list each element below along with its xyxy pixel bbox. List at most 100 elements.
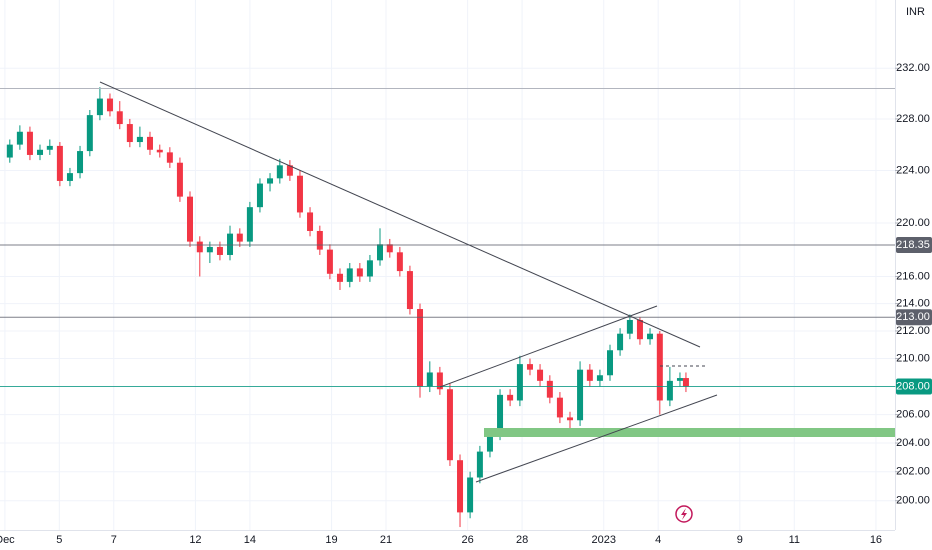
candle-body (457, 460, 464, 513)
candle-body (446, 389, 453, 461)
x-tick-label: 14 (244, 534, 256, 546)
candle-body (682, 378, 689, 387)
candle-body (607, 350, 614, 376)
candle-body (486, 434, 493, 452)
y-tick-label: 204.00 (896, 437, 930, 449)
x-tick-label: 4 (655, 534, 661, 546)
price-label-box (896, 378, 932, 395)
channel-upper (439, 305, 658, 388)
candle-body (656, 333, 663, 401)
candle-body (56, 145, 63, 181)
candle-body (386, 244, 393, 253)
candle-body (406, 271, 413, 310)
candle-body (396, 252, 403, 272)
candle-body (6, 144, 13, 158)
x-tick-label: Dec (0, 534, 15, 546)
candle-body (566, 417, 573, 421)
plot (0, 87, 895, 528)
y-tick-label: 200.00 (896, 495, 930, 507)
candle-body (66, 173, 73, 181)
y-tick-label: 228.00 (896, 113, 930, 125)
y-tick-label: 232.00 (896, 62, 930, 74)
candle-body (156, 149, 163, 153)
candle-body (586, 369, 593, 381)
candle-body (507, 394, 514, 401)
axis: 200.00 202.00 204.00 206.00 208.00 210.00 212.… (0, 62, 932, 546)
event-icon[interactable] (675, 505, 693, 523)
x-tick-label: 2023 (592, 534, 616, 546)
y-tick-label: 214.00 (896, 297, 930, 309)
price-label: 213.00 (896, 311, 930, 323)
channel-lower (475, 394, 718, 483)
x-tick-label: 9 (737, 534, 743, 546)
grid (0, 0, 895, 530)
candle-body (96, 98, 103, 116)
candle-body (186, 196, 193, 242)
candle-body (37, 149, 44, 155)
x-tick-label: 12 (189, 534, 201, 546)
x-tick-label: 19 (325, 534, 337, 546)
candle-body (376, 244, 383, 261)
candle-body (497, 394, 504, 435)
candle-body (246, 207, 253, 242)
y-tick-label: 210.00 (896, 352, 930, 364)
candle-body (26, 131, 33, 155)
candle-body (136, 136, 143, 143)
candle-body (46, 145, 53, 150)
candle-body (617, 333, 624, 351)
candle-body (426, 372, 433, 387)
x-tick-label: 16 (870, 534, 882, 546)
candle-body (267, 178, 274, 184)
price-label-box (896, 236, 932, 253)
drawings (0, 81, 895, 523)
candle-body (86, 115, 93, 152)
event-icon-bolt (681, 508, 687, 520)
price-label: 218.35 (896, 239, 930, 251)
candle-body (126, 124, 133, 143)
candle-body (546, 380, 553, 398)
y-tick-label: 216.00 (896, 270, 930, 282)
candle-body (286, 165, 293, 176)
candle-body (16, 131, 23, 145)
candle-body (537, 369, 544, 381)
candle-body (626, 319, 633, 334)
y-tick-label: 206.00 (896, 408, 930, 420)
x-tick-label: 11 (789, 534, 800, 546)
candle-body (346, 268, 353, 282)
x-tick-label: 5 (56, 534, 62, 546)
candle-body (307, 212, 314, 231)
x-tick-label: 28 (516, 534, 528, 546)
candle-body (647, 333, 654, 340)
candle-body (676, 378, 683, 381)
candle-body (196, 241, 203, 253)
x-tick-label: 26 (462, 534, 474, 546)
candle-body (476, 451, 483, 478)
candle-body (276, 165, 283, 179)
currency-label: INR (906, 6, 925, 18)
candle-body (146, 136, 153, 150)
candle-body (516, 364, 523, 401)
candle-body (216, 246, 223, 255)
trend-line (99, 81, 701, 348)
price-label-box (896, 309, 932, 326)
y-tick-label: 202.00 (896, 466, 930, 478)
candle-body (556, 397, 563, 418)
candle-body (436, 372, 443, 390)
x-tick-label: 21 (380, 534, 392, 546)
candle-body (316, 230, 323, 250)
candle-body (526, 364, 533, 370)
candle-body (326, 249, 333, 274)
candle-body (336, 273, 343, 282)
candle-body (467, 477, 474, 513)
candle-body (296, 175, 303, 213)
candle-body (366, 260, 373, 277)
candle-body (166, 152, 173, 163)
candle-body (77, 151, 84, 174)
candle-body (106, 98, 113, 112)
candle-body (256, 183, 263, 208)
candle-body (176, 162, 183, 197)
candle-body (596, 375, 603, 381)
candle-body (636, 319, 643, 340)
support-zone (484, 428, 895, 437)
